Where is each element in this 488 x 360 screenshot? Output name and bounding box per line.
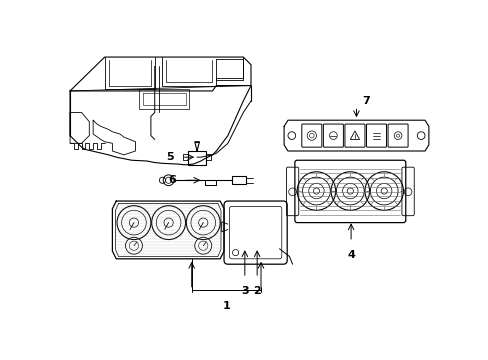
Text: 1: 1 [222, 301, 230, 311]
Text: 6: 6 [168, 175, 176, 185]
Text: 4: 4 [346, 249, 354, 260]
Text: 5: 5 [166, 152, 174, 162]
Text: 3: 3 [241, 286, 248, 296]
Text: 2: 2 [253, 286, 261, 296]
Text: 7: 7 [362, 96, 369, 106]
